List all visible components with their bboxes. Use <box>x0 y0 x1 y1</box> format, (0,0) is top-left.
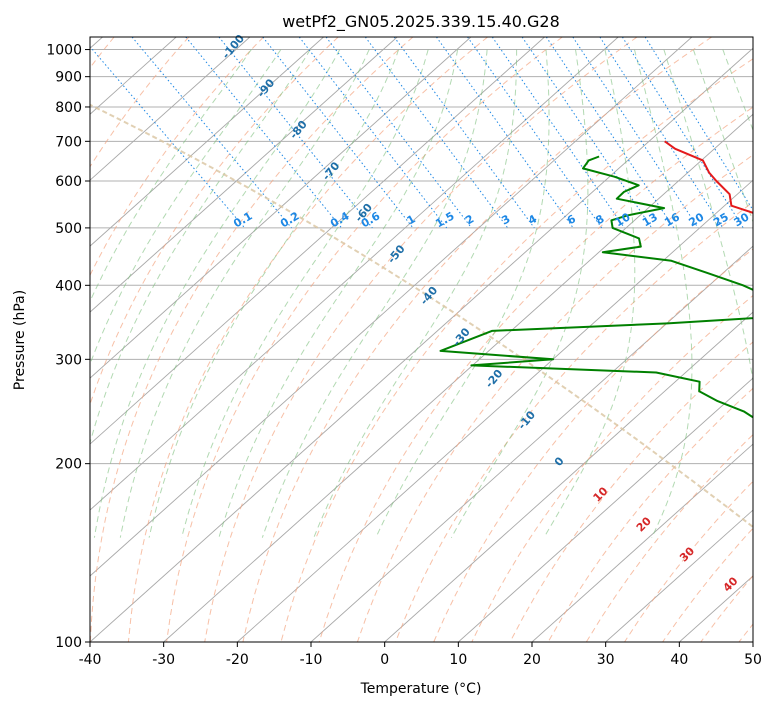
y-tick-label: 900 <box>55 70 82 86</box>
dry-adiabat-line <box>90 37 414 642</box>
dry-adiabat-line <box>204 37 638 642</box>
mixing-ratio-line <box>131 37 292 229</box>
axes: -40 -30 -20 -10 0 10 20 30 40 50 100 200 300 400 500 60… <box>46 43 762 668</box>
y-tick-label: 300 <box>55 352 82 368</box>
plot-background <box>90 37 753 642</box>
dry-adiabat-line <box>242 37 712 642</box>
plot-frame <box>89 36 754 643</box>
moist-adiabat-line <box>148 49 400 538</box>
mixing-ratio-line <box>298 37 448 229</box>
moist-adiabat-line <box>375 49 550 538</box>
mixing-ratio-line <box>599 37 724 229</box>
isotherm-line <box>384 311 753 642</box>
x-tick-label: 0 <box>380 652 389 668</box>
dry-adiabat-line <box>547 387 753 642</box>
dry-adiabat-line <box>127 37 488 642</box>
dry-adiabat-line <box>280 58 753 642</box>
x-tick-label: 40 <box>670 652 688 668</box>
frost-point-curve <box>90 103 753 529</box>
mixing-ratio-line <box>262 37 414 229</box>
moist-adiabat-line <box>692 49 753 224</box>
dry-adiabat-line <box>433 248 753 642</box>
isotherm-line <box>90 37 619 511</box>
moist-adiabat-line <box>450 49 589 538</box>
isotherm-line <box>90 37 251 181</box>
moist-adiabat-line <box>633 49 693 538</box>
mixing-ratio-line <box>491 37 625 229</box>
x-tick-label: -10 <box>300 652 323 668</box>
mixing-ratio-line <box>90 45 246 229</box>
mixing-ratio-line <box>185 37 342 229</box>
dry-adiabat-line <box>471 294 753 642</box>
y-tick-label: 400 <box>55 278 82 294</box>
mixing-ratio-line <box>467 37 603 229</box>
mixing-ratio-line <box>393 37 535 229</box>
y-tick-label: 500 <box>55 221 82 237</box>
dry-adiabat-line <box>356 154 753 642</box>
isotherm-line <box>237 179 753 642</box>
moist-adiabat-line <box>313 49 518 538</box>
temperature-profile-line <box>664 140 753 214</box>
y-tick-label: 800 <box>55 100 82 116</box>
x-tick-label: 20 <box>523 652 541 668</box>
isotherm-line <box>90 47 753 642</box>
isotherm-line <box>90 37 324 247</box>
mixing-ratio-line <box>521 37 653 229</box>
dry-adiabat-line <box>395 201 753 642</box>
dry-adiabat-line <box>90 37 339 406</box>
x-axis-label: Temperature (°C) <box>360 681 482 697</box>
moist-adiabat-line <box>722 49 753 132</box>
mixing-ratio-line <box>436 37 574 229</box>
moist-adiabat-line <box>119 49 370 538</box>
isotherm-line <box>752 641 753 642</box>
isotherm-line <box>605 509 753 642</box>
moist-adiabat-line <box>663 49 753 383</box>
chart-title: wetPf2_GN05.2025.339.15.40.G28 <box>282 12 560 32</box>
background-lines <box>90 37 753 642</box>
isotherm-line <box>531 443 753 642</box>
isotherm-line <box>90 37 398 313</box>
mixing-ratio-line <box>218 37 373 229</box>
x-tick-label: -30 <box>152 652 175 668</box>
y-tick-label: 600 <box>55 174 82 190</box>
y-tick-label: 200 <box>55 457 82 473</box>
y-tick-label: 1000 <box>46 43 82 59</box>
y-axis-label: Pressure (hPa) <box>12 290 28 390</box>
moist-adiabat-line <box>90 49 252 303</box>
isotherm-line <box>90 37 693 577</box>
moist-adiabat-line <box>181 49 429 538</box>
x-tick-label: 50 <box>744 652 762 668</box>
moist-adiabat-line <box>93 49 341 538</box>
data-series <box>439 140 753 419</box>
dry-adiabat-line <box>509 341 753 642</box>
y-tick-label: 700 <box>55 134 82 150</box>
isotherm-line <box>163 113 753 642</box>
x-tick-label: 30 <box>597 652 615 668</box>
dewpoint-profile-line <box>439 155 753 419</box>
x-tick-label: -20 <box>226 652 249 668</box>
moist-adiabat-line <box>90 49 311 445</box>
mixing-ratio-line <box>644 37 753 212</box>
dry-adiabat-line <box>166 37 563 642</box>
moist-adiabat-line <box>261 49 488 538</box>
dry-adiabat-line <box>90 37 190 168</box>
y-tick-label: 100 <box>55 635 82 651</box>
moist-adiabat-line <box>218 49 459 538</box>
isotherm-line <box>90 37 472 379</box>
mixing-ratio-line <box>621 37 744 229</box>
x-tick-label: -40 <box>79 652 102 668</box>
moist-adiabat-line <box>543 49 636 538</box>
x-tick-label: 10 <box>449 652 467 668</box>
moist-adiabat-line <box>90 49 282 366</box>
